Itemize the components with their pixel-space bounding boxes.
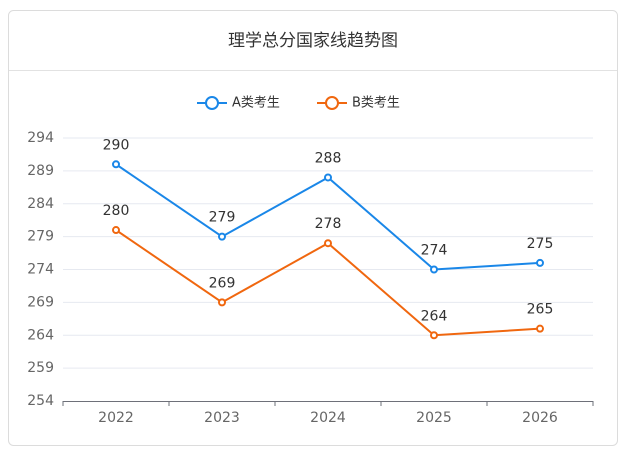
x-tick-label: 2023 <box>204 410 240 426</box>
point <box>324 239 332 248</box>
value-label: 274 <box>421 243 448 259</box>
point <box>218 232 226 241</box>
value-label: 290 <box>103 137 130 153</box>
value-label: 269 <box>209 275 236 291</box>
legend-marker <box>205 96 219 110</box>
point <box>536 258 544 267</box>
value-label: 288 <box>315 150 342 166</box>
x-tick-label: 2022 <box>98 410 134 426</box>
y-tick-label: 254 <box>27 393 54 409</box>
x-tick-label: 2024 <box>310 410 346 426</box>
point <box>536 324 544 333</box>
point <box>112 160 120 169</box>
value-label: 278 <box>315 216 342 232</box>
point <box>112 226 120 235</box>
value-label: 279 <box>209 210 236 226</box>
y-tick-label: 274 <box>27 262 54 278</box>
value-label: 264 <box>421 308 448 324</box>
value-label: 280 <box>103 203 130 219</box>
y-tick-label: 264 <box>27 327 54 343</box>
value-label: 275 <box>527 236 554 252</box>
legend-label: A类考生 <box>232 96 280 111</box>
card <box>8 10 618 446</box>
x-tick-label: 2026 <box>522 410 558 426</box>
x-tick-label: 2025 <box>416 410 452 426</box>
legend-label: B类考生 <box>352 96 400 111</box>
value-label: 265 <box>527 302 554 318</box>
y-tick-label: 269 <box>27 294 54 310</box>
y-tick-label: 279 <box>27 229 54 245</box>
y-tick-label: 259 <box>27 360 54 376</box>
point <box>430 265 438 274</box>
chart-title: 理学总分国家线趋势图 <box>228 31 398 51</box>
y-tick-label: 289 <box>27 163 54 179</box>
point <box>324 173 332 182</box>
y-tick-label: 284 <box>27 196 54 212</box>
point <box>218 298 226 307</box>
y-tick-label: 294 <box>27 130 54 146</box>
point <box>430 331 438 340</box>
legend-marker <box>325 96 339 110</box>
